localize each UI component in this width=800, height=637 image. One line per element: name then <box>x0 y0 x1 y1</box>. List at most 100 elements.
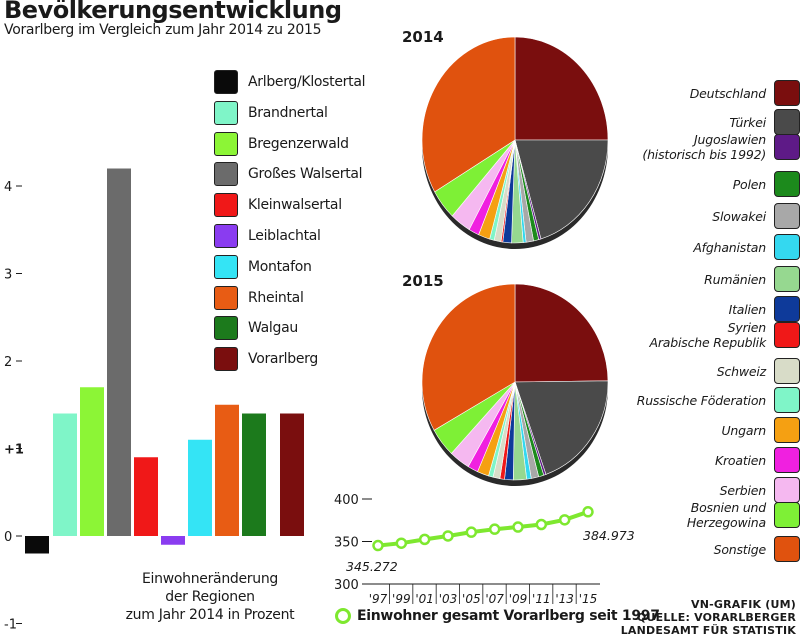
legend-label: Bregenzerwald <box>248 135 349 152</box>
legend-label: Russische Föderation <box>636 392 766 408</box>
region-legend-item: Großes Walsertal <box>214 158 363 190</box>
legend-swatch <box>214 162 238 187</box>
region-legend-item: Montafon <box>214 251 312 283</box>
pie-slice <box>514 139 609 240</box>
nationality-legend-item: Deutschland <box>610 80 800 106</box>
legend-swatch <box>214 316 238 341</box>
line-point <box>372 539 384 552</box>
nationality-legend-item: Syrien Arabische Republik <box>610 320 800 350</box>
legend-label: Italien <box>728 301 767 317</box>
pie-group <box>421 36 609 249</box>
legend-swatch <box>774 358 800 384</box>
legend-label: Polen <box>732 176 766 192</box>
legend-label: Kleinwalsertal <box>248 197 342 214</box>
legend-swatch <box>214 131 238 156</box>
nationality-legend-item: Afghanistan <box>610 234 800 260</box>
bar <box>215 404 239 536</box>
legend-label: Vorarlberg <box>248 351 318 368</box>
chart-subtitle: Vorarlberg im Vergleich zum Jahr 2014 zu… <box>4 22 322 38</box>
legend-swatch <box>774 502 800 528</box>
nationality-legend-item: Bosnien und Herzegowina <box>610 500 800 530</box>
legend-label: Afghanistan <box>693 239 766 255</box>
legend-label: Schweiz <box>716 363 766 379</box>
legend-label: Kroatien <box>714 452 766 468</box>
line-x-tick-label: '09 <box>509 592 528 606</box>
pie-2015-title: 2015 <box>402 272 444 290</box>
nationality-legend-item: Ungarn <box>610 417 800 443</box>
legend-label: Montafon <box>248 258 312 275</box>
legend-label: Serbien <box>719 482 767 498</box>
line-chart-title: Einwohner gesamt Vorarlberg seit 1997 <box>357 608 660 624</box>
region-legend-item: Leiblachtal <box>214 220 321 252</box>
legend-swatch <box>774 234 800 260</box>
line-point <box>418 533 431 546</box>
region-legend-item: Bregenzerwald <box>214 128 349 160</box>
pie-slice <box>514 36 609 141</box>
line-y-tick-label: 400 <box>334 493 359 508</box>
legend-swatch <box>774 134 800 160</box>
nationality-legend-item: Russische Föderation <box>610 387 800 413</box>
line-point <box>558 514 571 526</box>
line-x-tick-label: '07 <box>485 592 504 606</box>
bar <box>188 439 212 536</box>
region-legend-item: Walgau <box>214 312 298 344</box>
line-point <box>488 523 501 535</box>
nationality-legend-item: Serbien <box>610 477 800 503</box>
legend-label: Rumänien <box>704 271 766 287</box>
line-y-tick-label: 350 <box>334 536 359 551</box>
bar <box>53 413 77 536</box>
bar <box>80 387 104 536</box>
bar <box>161 536 185 545</box>
bar-caption-line: der Regionen <box>165 589 255 605</box>
legend-swatch <box>214 347 238 372</box>
region-legend-item: Vorarlberg <box>214 343 318 375</box>
nationality-legend-item: Sonstige <box>610 536 800 562</box>
legend-swatch <box>214 70 238 94</box>
legend-swatch <box>214 100 238 125</box>
legend-label: Ungarn <box>721 422 766 438</box>
source-note: VN-GRAFIK (UM) QUELLE: VORARLBERGER LAND… <box>621 598 796 637</box>
region-legend-item: Arlberg/Klostertal <box>214 66 365 98</box>
legend-swatch <box>774 477 800 503</box>
legend-label: Bosnien und Herzegowina <box>686 500 766 530</box>
bar <box>134 457 158 536</box>
bar <box>280 413 304 536</box>
chart-title: Bevölkerungsentwicklung <box>4 0 342 24</box>
legend-label: Rheintal <box>248 289 304 306</box>
legend-swatch <box>774 536 800 562</box>
nationality-legend-item: Rumänien <box>610 266 800 292</box>
legend-swatch <box>774 80 800 106</box>
line-point <box>535 518 548 531</box>
nationality-legend-item: Italien <box>610 296 800 322</box>
legend-swatch <box>774 296 800 322</box>
bar <box>242 413 266 536</box>
line-point <box>442 530 454 542</box>
legend-swatch <box>214 254 238 279</box>
line-point <box>512 521 524 533</box>
legend-swatch <box>214 285 238 310</box>
legend-swatch <box>214 193 238 218</box>
nationality-legend-item: Polen <box>610 171 800 197</box>
legend-label: Brandnertal <box>248 104 328 121</box>
y-tick-label: 0 <box>4 530 12 545</box>
region-legend-item: Rheintal <box>214 282 304 314</box>
legend-swatch <box>214 224 238 248</box>
legend-swatch <box>774 417 800 443</box>
line-series <box>377 509 589 548</box>
line-x-tick-label: '05 <box>462 592 481 606</box>
y-tick-label: 4 <box>4 180 12 195</box>
y-tick-label: -1 <box>4 618 17 633</box>
source-line: QUELLE: VORARLBERGER <box>636 611 796 624</box>
legend-label: Deutschland <box>689 85 766 101</box>
pie-slice <box>421 283 516 431</box>
legend-swatch <box>774 203 800 229</box>
bar <box>107 168 131 536</box>
line-x-tick-label: '15 <box>579 592 598 606</box>
legend-label: Syrien Arabische Republik <box>649 320 767 350</box>
y-tick-label: 2 <box>4 355 12 370</box>
legend-label: Leiblachtal <box>248 228 321 244</box>
bar-caption-line: Einwohneränderung <box>142 571 278 587</box>
line-marker-icon <box>335 608 351 624</box>
line-x-tick-label: '13 <box>555 592 574 606</box>
